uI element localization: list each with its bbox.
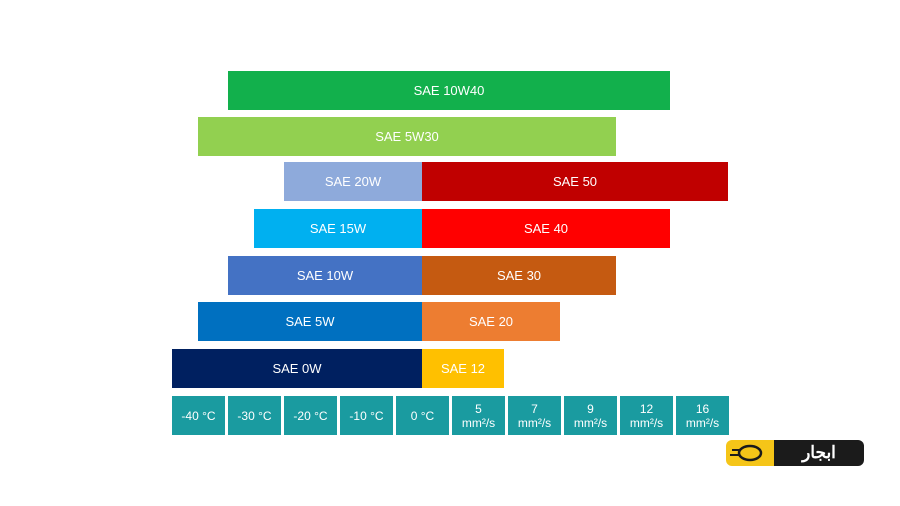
logo-text: ابجار (774, 440, 864, 466)
grade-bar: SAE 12 (422, 349, 504, 388)
scale-cell: 9 mm²/s (564, 396, 617, 435)
scale-value: 12 (639, 401, 654, 416)
scale-unit: mm²/s (573, 415, 608, 430)
grade-bar: SAE 20W (284, 162, 422, 201)
grade-bar: SAE 20 (422, 302, 560, 341)
grade-bar: SAE 15W (254, 209, 422, 248)
scale-value: 16 (695, 401, 710, 416)
scale-cell: 16 mm²/s (676, 396, 729, 435)
scale-cell: -10 °C (340, 396, 393, 435)
grade-bar: SAE 0W (172, 349, 422, 388)
grade-bar: SAE 10W40 (228, 71, 670, 110)
logo: ابجار (726, 440, 864, 466)
scale-value: -30 °C (237, 408, 272, 423)
scale-cell: -20 °C (284, 396, 337, 435)
logo-mark (726, 440, 774, 466)
scale-value: -40 °C (181, 408, 216, 423)
scale-cell: 5 mm²/s (452, 396, 505, 435)
scale-cell: -30 °C (228, 396, 281, 435)
scale-unit: mm²/s (629, 415, 664, 430)
scale-cell: 12 mm²/s (620, 396, 673, 435)
scale-value: 5 (475, 401, 482, 416)
scale-cell: 7 mm²/s (508, 396, 561, 435)
scale-cell: -40 °C (172, 396, 225, 435)
scale-unit: mm²/s (461, 415, 496, 430)
scale-value: -10 °C (349, 408, 384, 423)
scale-value: 0 °C (410, 408, 435, 423)
scale-value: 9 (587, 401, 594, 416)
logo-icon (730, 444, 763, 462)
scale-value: -20 °C (293, 408, 328, 423)
scale-value: 7 (531, 401, 538, 416)
scale-cell: 0 °C (396, 396, 449, 435)
grade-bar: SAE 50 (422, 162, 728, 201)
grade-bar: SAE 10W (228, 256, 422, 295)
grade-bar: SAE 5W30 (198, 117, 616, 156)
scale-unit: mm²/s (685, 415, 720, 430)
grade-bar: SAE 40 (422, 209, 670, 248)
grade-bar: SAE 5W (198, 302, 422, 341)
scale-unit: mm²/s (517, 415, 552, 430)
grade-bar: SAE 30 (422, 256, 616, 295)
